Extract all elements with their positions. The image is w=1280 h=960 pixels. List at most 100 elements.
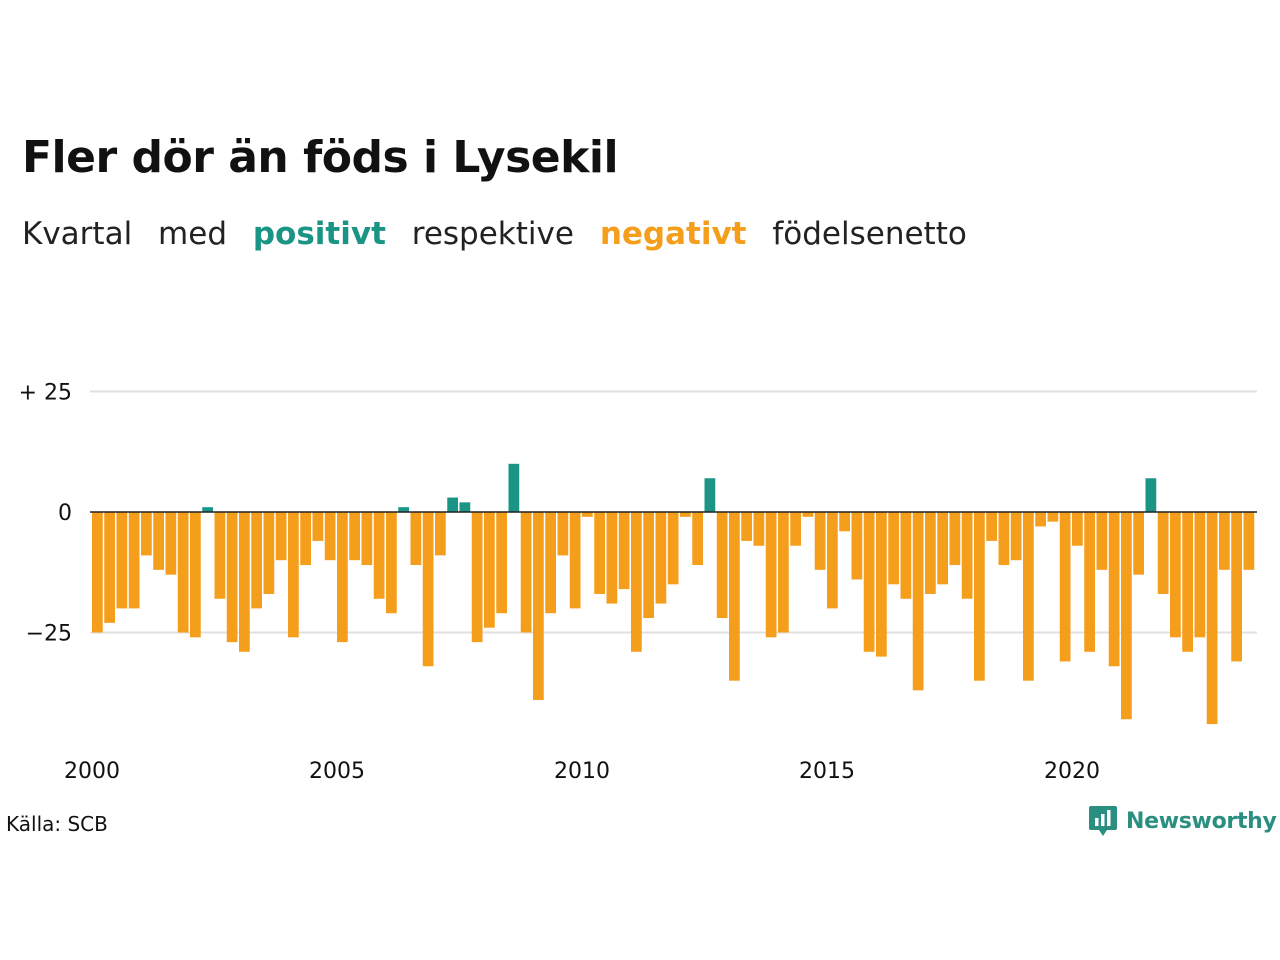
bar-negative bbox=[814, 512, 826, 570]
bar-negative bbox=[802, 512, 814, 517]
bar-negative bbox=[1023, 512, 1034, 681]
bar-negative bbox=[1133, 512, 1144, 575]
bar-negative bbox=[165, 512, 177, 575]
bar-negative bbox=[974, 512, 985, 681]
bar-negative bbox=[128, 512, 140, 609]
bar-negative bbox=[692, 512, 703, 566]
bar-negative bbox=[1170, 512, 1181, 638]
bar-negative bbox=[190, 512, 201, 638]
bar-negative bbox=[582, 512, 593, 517]
bar-negative bbox=[716, 512, 728, 619]
subtitle-positive-label: positivt bbox=[252, 216, 386, 252]
bar-negative bbox=[1121, 512, 1132, 720]
bar-negative bbox=[949, 512, 961, 566]
bar-negative bbox=[1182, 512, 1193, 652]
bar-negative bbox=[533, 512, 544, 700]
bar-negative bbox=[1157, 512, 1169, 594]
bar-positive bbox=[704, 478, 716, 512]
bar-negative bbox=[422, 512, 434, 667]
bar-negative bbox=[141, 512, 152, 556]
bar-negative bbox=[851, 512, 863, 580]
bar-negative bbox=[1206, 512, 1218, 725]
bar-positive bbox=[398, 507, 409, 512]
bar-negative bbox=[655, 512, 667, 604]
bar-negative bbox=[888, 512, 899, 585]
bar-negative bbox=[337, 512, 348, 643]
bar-negative bbox=[1219, 512, 1230, 570]
bar-negative bbox=[1231, 512, 1242, 662]
bar-negative bbox=[300, 512, 311, 566]
bar-negative bbox=[435, 512, 446, 556]
newsworthy-chart-icon bbox=[1089, 806, 1117, 836]
bar-negative bbox=[1072, 512, 1083, 546]
bar-negative bbox=[1010, 512, 1022, 561]
source-note: Källa: SCB bbox=[6, 812, 108, 836]
subtitle-word: Kvartal bbox=[22, 216, 133, 252]
bar-negative bbox=[618, 512, 630, 590]
bar-negative bbox=[116, 512, 128, 609]
bar-negative bbox=[1108, 512, 1120, 667]
bar-positive bbox=[508, 463, 520, 512]
x-tick-label: 2010 bbox=[554, 759, 610, 784]
bar-negative bbox=[496, 512, 507, 614]
bar-negative bbox=[239, 512, 250, 652]
y-tick-label: 0 bbox=[58, 501, 72, 526]
bar-negative bbox=[373, 512, 385, 599]
bar-negative bbox=[263, 512, 275, 594]
bar-negative bbox=[349, 512, 360, 561]
bar-negative bbox=[925, 512, 936, 594]
bar-negative bbox=[484, 512, 495, 628]
bar-negative bbox=[288, 512, 299, 638]
bar-negative bbox=[741, 512, 752, 541]
bar-negative bbox=[790, 512, 801, 546]
bar-negative bbox=[998, 512, 1010, 566]
bar-positive bbox=[447, 497, 458, 512]
bar-negative bbox=[312, 512, 324, 541]
logo-text: Newsworthy bbox=[1126, 808, 1277, 834]
bar-negative bbox=[361, 512, 373, 566]
subtitle-negative-label: negativt bbox=[599, 216, 747, 252]
bar-negative bbox=[643, 512, 654, 619]
subtitle-word: med bbox=[158, 216, 227, 252]
bar-negative bbox=[765, 512, 777, 638]
y-tick-label: + 25 bbox=[19, 381, 72, 406]
bar-negative bbox=[827, 512, 838, 609]
bar-negative bbox=[251, 512, 262, 609]
x-tick-label: 2015 bbox=[799, 759, 855, 784]
bar-negative bbox=[1096, 512, 1108, 570]
bar-negative bbox=[912, 512, 924, 691]
bar-negative bbox=[594, 512, 605, 594]
chart-title: Fler dör än föds i Lysekil bbox=[22, 132, 619, 183]
chart-subtitle: Kvartal med positivt respektive negativt… bbox=[22, 216, 983, 252]
bar-positive bbox=[459, 502, 471, 512]
subtitle-word: respektive bbox=[411, 216, 574, 252]
bar-negative bbox=[471, 512, 483, 643]
bar-positive bbox=[1145, 478, 1157, 512]
bar-negative bbox=[177, 512, 189, 633]
bar-negative bbox=[729, 512, 740, 681]
bar-negative bbox=[667, 512, 679, 585]
bar-negative bbox=[606, 512, 618, 604]
bar-negative bbox=[680, 512, 691, 517]
bar-negative bbox=[863, 512, 875, 652]
bar-negative bbox=[104, 512, 115, 623]
bar-negative bbox=[1035, 512, 1046, 527]
x-tick-label: 2005 bbox=[309, 759, 365, 784]
bar-negative bbox=[839, 512, 850, 532]
y-tick-label: −25 bbox=[26, 622, 72, 647]
bar-negative bbox=[778, 512, 789, 633]
subtitle-word: födelsenetto bbox=[772, 216, 967, 252]
bar-negative bbox=[937, 512, 948, 585]
newsworthy-logo: Newsworthy bbox=[1088, 804, 1277, 838]
bar-negative bbox=[557, 512, 569, 556]
bar-negative bbox=[520, 512, 532, 633]
bar-negative bbox=[214, 512, 226, 599]
bar-negative bbox=[961, 512, 973, 599]
bar-negative bbox=[753, 512, 765, 546]
bar-negative bbox=[900, 512, 912, 599]
bar-negative bbox=[631, 512, 642, 652]
bar-negative bbox=[1194, 512, 1206, 638]
bar-negative bbox=[1047, 512, 1059, 522]
bar-negative bbox=[569, 512, 581, 609]
